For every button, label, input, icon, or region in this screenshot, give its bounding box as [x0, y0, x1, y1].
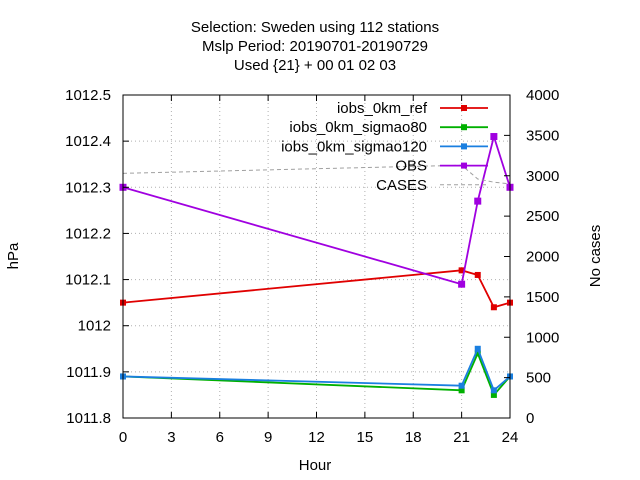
legend-label: OBS	[395, 158, 427, 175]
x-tick-label: 21	[453, 429, 470, 446]
legend-label: iobs_0km_sigmao80	[289, 119, 427, 136]
y2-tick-label: 4000	[526, 87, 559, 104]
legend-label: CASES	[376, 177, 427, 194]
data-point	[474, 345, 481, 352]
x-tick-label: 9	[264, 429, 272, 446]
axis-ticks: 0 3 6 9 12 15 18 21 24 1011.8 1011.9 1012 1012.1 1012…	[65, 87, 559, 446]
chart-title: Selection: Sweden using 112 stations Msl…	[191, 19, 439, 74]
y2-tick-label: 1500	[526, 289, 559, 306]
data-point	[490, 387, 497, 394]
legend-marker	[461, 143, 467, 150]
grid	[123, 95, 510, 418]
data-point	[458, 387, 465, 394]
y2-tick-label: 2000	[526, 249, 559, 266]
x-tick-label: 3	[167, 429, 175, 446]
y-axis-label: hPa	[5, 242, 22, 269]
y2-tick-label: 500	[526, 370, 551, 387]
data-point	[458, 382, 465, 389]
y2-axis-label: No cases	[587, 225, 604, 288]
x-tick-label: 24	[502, 429, 519, 446]
data-point	[490, 391, 497, 398]
series-iobs_0km_sigmao120	[120, 345, 513, 394]
y2-tick-label: 1000	[526, 329, 559, 346]
x-tick-label: 12	[308, 429, 325, 446]
series-CASES	[122, 164, 511, 185]
x-axis-label: Hour	[299, 457, 332, 474]
data-point	[474, 271, 481, 278]
data-point	[490, 133, 498, 141]
legend: iobs_0km_ref iobs_0km_sigmao80 iobs_0km_si…	[281, 100, 488, 194]
legend-marker	[461, 162, 467, 169]
legend-label: iobs_0km_sigmao120	[281, 138, 427, 155]
title-line-3: Used {21} + 00 01 02 03	[234, 57, 396, 74]
y-tick-label: 1012.1	[65, 272, 111, 289]
y-tick-label: 1012	[78, 318, 111, 335]
x-tick-label: 18	[405, 429, 422, 446]
x-tick-label: 15	[357, 429, 374, 446]
title-line-2: Mslp Period: 20190701-20190729	[202, 38, 428, 55]
y2-tick-label: 3500	[526, 127, 559, 144]
y-tick-label: 1012.3	[65, 179, 111, 196]
y2-tick-label: 3000	[526, 168, 559, 185]
series-OBS	[119, 133, 514, 288]
data-point	[458, 280, 466, 288]
y2-tick-label: 2500	[526, 208, 559, 225]
title-line-1: Selection: Sweden using 112 stations	[191, 19, 439, 36]
series-layer	[119, 133, 514, 398]
legend-label: iobs_0km_ref	[337, 100, 428, 117]
data-point	[474, 197, 482, 205]
data-point	[490, 304, 497, 311]
legend-marker	[461, 124, 467, 131]
data-point	[474, 350, 481, 357]
series-iobs_0km_sigmao80	[120, 350, 513, 398]
y-tick-label: 1012.2	[65, 225, 111, 242]
y-tick-label: 1011.8	[66, 410, 111, 427]
series-line	[122, 133, 511, 286]
x-tick-label: 0	[119, 429, 127, 446]
y-tick-label: 1012.4	[65, 133, 111, 150]
y2-tick-label: 0	[526, 410, 534, 427]
legend-marker	[461, 105, 467, 111]
series-line	[122, 164, 511, 185]
y-tick-label: 1011.9	[66, 364, 111, 381]
data-point	[458, 267, 465, 274]
x-tick-label: 6	[216, 429, 224, 446]
y-tick-label: 1012.5	[65, 87, 111, 104]
